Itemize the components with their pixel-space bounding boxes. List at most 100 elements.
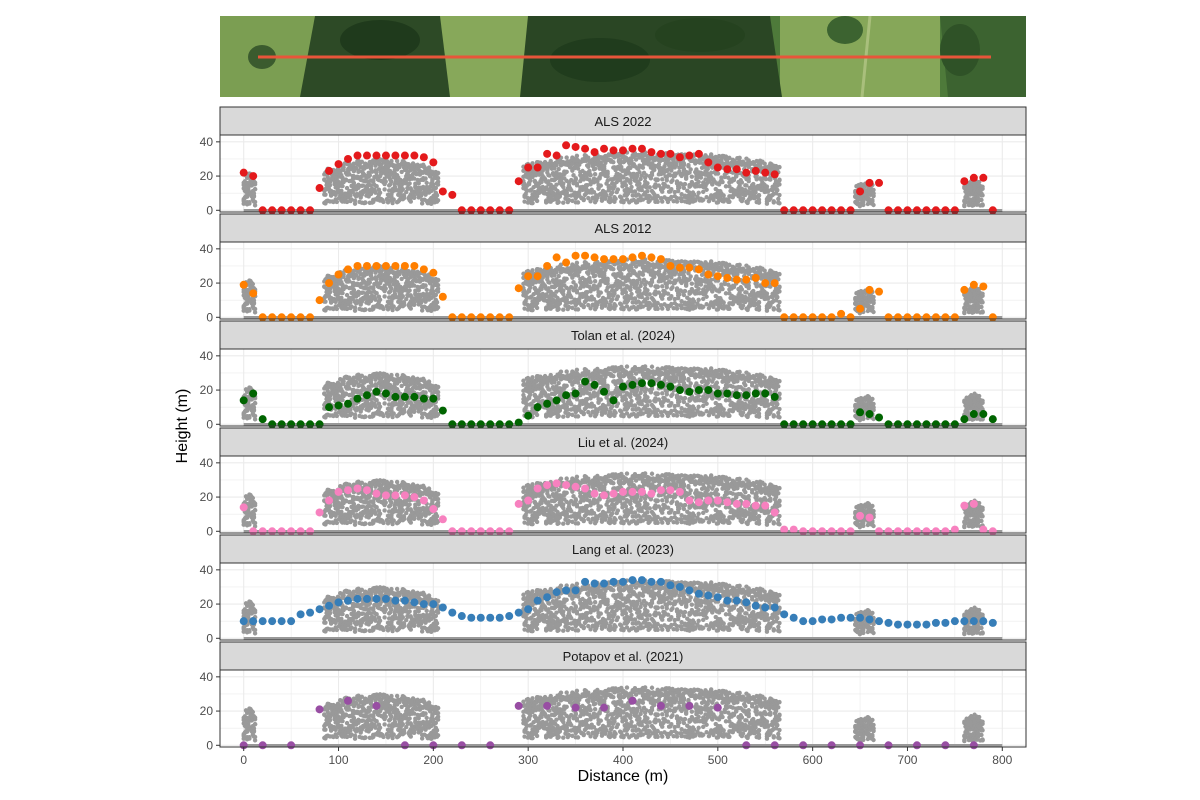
data-point — [950, 617, 959, 626]
data-point — [922, 206, 931, 215]
data-point — [609, 489, 618, 498]
data-point — [514, 177, 523, 186]
data-point — [391, 491, 400, 500]
data-point — [865, 285, 874, 294]
y-axis: 0 20 40 — [200, 349, 220, 431]
data-point — [742, 598, 751, 607]
data-point — [457, 420, 466, 429]
data-point — [903, 206, 912, 215]
data-point — [723, 389, 732, 398]
data-point — [988, 415, 997, 424]
data-point — [656, 149, 665, 158]
data-point — [827, 206, 836, 215]
y-tick-label: 20 — [200, 169, 214, 183]
data-point — [789, 313, 798, 322]
facet-label: Lang et al. (2023) — [572, 542, 674, 557]
data-point — [476, 613, 485, 622]
data-point — [325, 601, 334, 610]
data-point — [988, 527, 997, 536]
data-point — [846, 613, 855, 622]
data-point — [296, 610, 305, 619]
data-point — [656, 255, 665, 264]
data-point — [334, 487, 343, 496]
facet-label: Potapov et al. (2021) — [563, 649, 684, 664]
data-point — [865, 513, 874, 522]
data-point — [495, 313, 504, 322]
data-point — [912, 527, 921, 536]
data-point — [922, 527, 931, 536]
data-point — [344, 596, 353, 605]
data-point — [713, 703, 722, 712]
facet-strip — [219, 534, 1027, 564]
data-point — [694, 386, 703, 395]
data-point — [249, 389, 258, 398]
data-point — [950, 206, 959, 215]
data-point — [571, 586, 580, 595]
data-point — [505, 527, 514, 536]
data-point — [647, 379, 656, 388]
data-point — [808, 420, 817, 429]
data-point — [780, 313, 789, 322]
data-point — [761, 279, 770, 288]
data-point — [685, 586, 694, 595]
data-point — [931, 527, 940, 536]
data-point — [552, 151, 561, 160]
data-point — [770, 741, 779, 750]
y-axis: 0 20 40 — [200, 670, 220, 752]
data-point — [988, 618, 997, 627]
data-point — [619, 255, 627, 264]
data-point — [893, 206, 902, 215]
data-point — [457, 206, 466, 215]
data-point — [628, 253, 637, 262]
data-point — [856, 511, 865, 520]
data-point — [742, 275, 751, 284]
data-point — [239, 617, 248, 626]
data-point — [467, 313, 476, 322]
data-point — [628, 380, 637, 389]
data-point — [296, 206, 305, 215]
data-point — [600, 491, 609, 500]
data-point — [856, 187, 865, 196]
panel-border — [219, 455, 1027, 534]
data-point — [486, 206, 495, 215]
data-point — [325, 166, 334, 175]
data-point — [581, 577, 590, 586]
data-point — [979, 282, 988, 291]
data-point — [647, 253, 656, 262]
data-point — [306, 206, 315, 215]
data-point — [429, 394, 438, 403]
data-point — [306, 527, 315, 536]
data-point — [808, 313, 817, 322]
data-point — [344, 696, 353, 705]
data-point — [581, 484, 590, 493]
series-points — [239, 251, 997, 322]
data-point — [903, 620, 912, 629]
data-point — [751, 501, 760, 510]
data-point — [969, 173, 978, 182]
panel-6: Potapov et al. (2021) 0 20 40 — [200, 641, 1027, 752]
data-point — [258, 741, 267, 750]
data-point — [495, 420, 504, 429]
data-point — [799, 617, 808, 626]
y-axis: 0 20 40 — [200, 242, 220, 324]
data-point — [685, 151, 694, 160]
data-point — [315, 705, 324, 714]
data-point — [732, 499, 741, 508]
data-point — [979, 525, 988, 534]
data-point — [960, 285, 969, 294]
data-point — [533, 403, 542, 412]
data-point — [780, 206, 789, 215]
data-point — [742, 391, 751, 400]
data-point — [941, 618, 950, 627]
data-point — [619, 577, 627, 586]
data-point — [277, 527, 286, 536]
data-point — [941, 741, 950, 750]
data-point — [543, 149, 552, 158]
data-point — [799, 206, 808, 215]
data-point — [941, 206, 950, 215]
data-point — [562, 258, 571, 267]
data-point — [590, 380, 599, 389]
data-point — [419, 153, 428, 162]
data-point — [865, 615, 874, 624]
data-point — [732, 596, 741, 605]
